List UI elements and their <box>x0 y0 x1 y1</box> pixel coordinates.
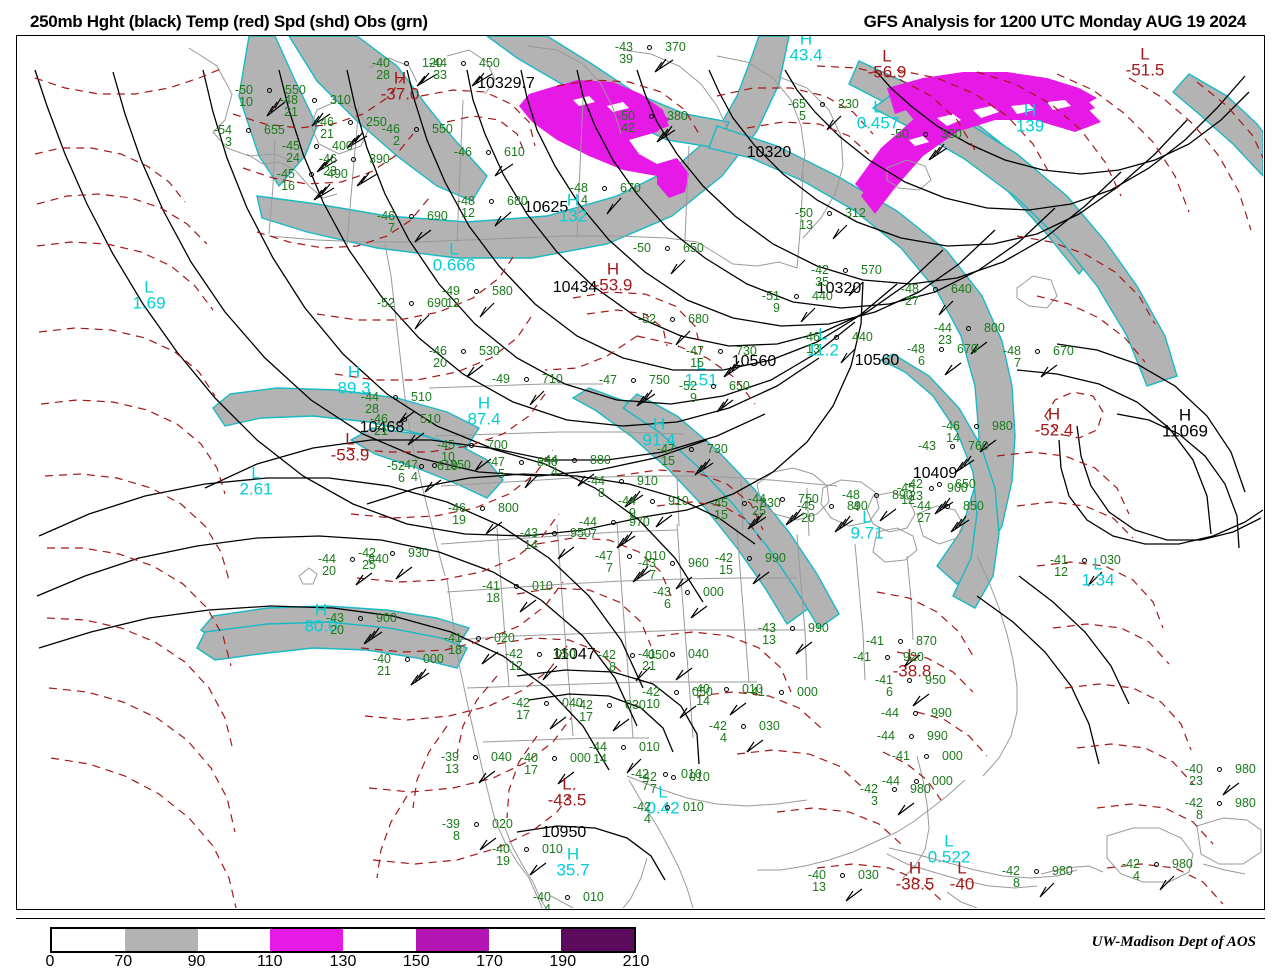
colorbar-tick-150: 150 <box>402 953 430 970</box>
colorbar-tick-190: 190 <box>549 953 577 970</box>
colorbar-segment-7 <box>561 929 634 951</box>
windspeed-colorbar[interactable]: 0 70 90 110 130 150 170 190 210 <box>46 927 649 970</box>
colorbar-tick-0: 0 <box>45 953 55 970</box>
colorbar-tick-210: 210 <box>622 953 650 970</box>
colorbar-tick-130: 130 <box>329 953 357 970</box>
colorbar-tick-labels: 0 70 90 110 130 150 170 190 210 <box>46 953 650 975</box>
colorbar-segment-5 <box>415 929 489 951</box>
credit-text: UW-Madison Dept of AOS <box>1091 934 1256 950</box>
colorbar-tick-90: 90 <box>187 953 206 970</box>
weather-map[interactable]: 10329.7 10320 10625 10434 10320 10560 10560 104… <box>16 35 1265 910</box>
colorbar-tick-110: 110 <box>256 953 283 970</box>
page-title-right: GFS Analysis for 1200 UTC Monday AUG 19 … <box>863 12 1247 31</box>
colorbar-segment-3 <box>270 929 343 951</box>
colorbar-segment-2 <box>197 929 271 951</box>
wind-barbs <box>266 58 1240 902</box>
colorbar-segment-6 <box>488 929 562 951</box>
colorbar-tick-170: 170 <box>476 953 503 970</box>
page-title-left: 250mb Hght (black) Temp (red) Spd (shd) … <box>30 12 428 31</box>
colorbar-divider-rule <box>16 918 1265 919</box>
colorbar-swatches <box>50 927 636 953</box>
windspeed-holes <box>573 96 1071 146</box>
colorbar-segment-4 <box>343 929 416 951</box>
height-contours <box>34 69 1263 881</box>
colorbar-segment-1 <box>124 929 198 951</box>
map-canvas <box>34 36 1263 908</box>
geography-outlines <box>188 45 1262 908</box>
colorbar-tick-70: 70 <box>114 953 133 970</box>
temperature-contours <box>34 65 1263 908</box>
colorbar-segment-0 <box>52 929 125 951</box>
